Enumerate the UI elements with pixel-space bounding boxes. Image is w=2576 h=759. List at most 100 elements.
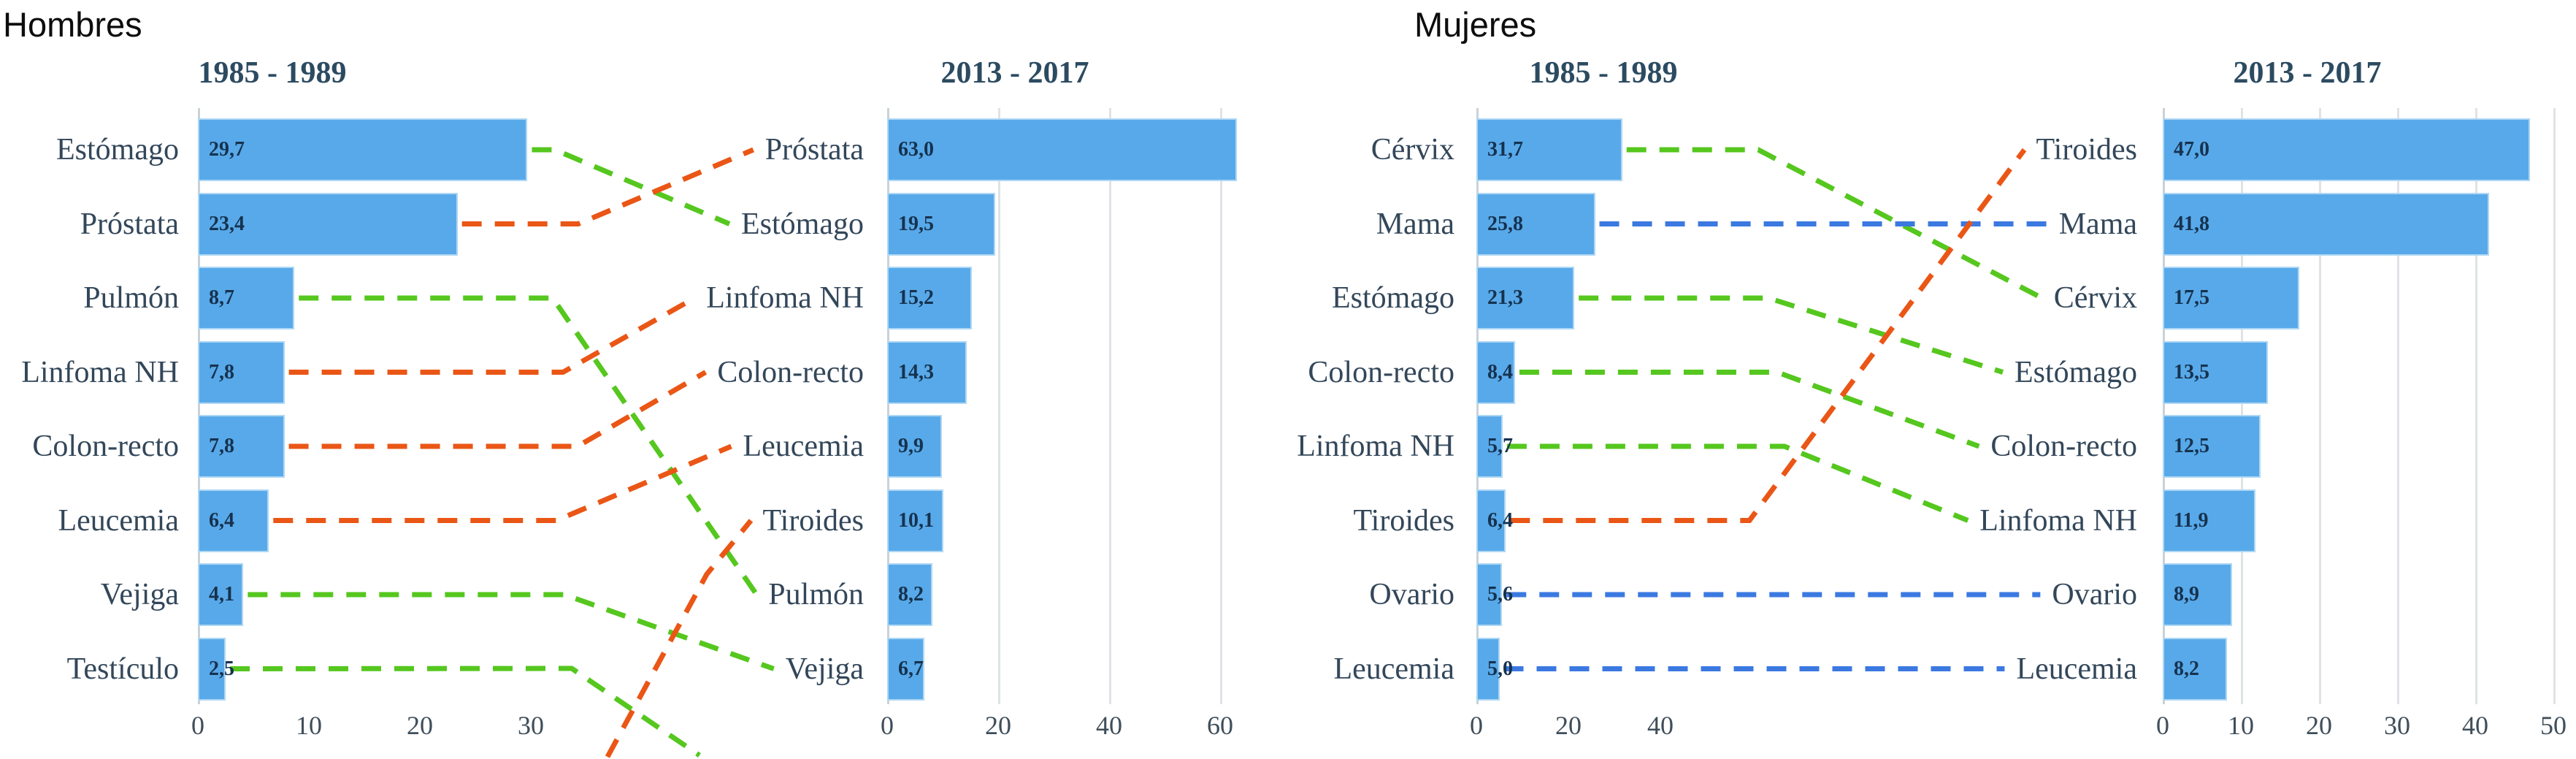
gridline-x40 bbox=[2475, 108, 2477, 704]
gridline-x40 bbox=[1109, 108, 1111, 704]
category-label: Linfoma NH bbox=[21, 355, 179, 389]
connector-Estómago-Estómago bbox=[532, 147, 731, 226]
bar-hombres-2013-8 bbox=[887, 637, 924, 701]
category-label: Ovario bbox=[2052, 578, 2137, 611]
y-axis-line bbox=[1476, 108, 1479, 704]
panel-title-hombres: Hombres bbox=[3, 5, 142, 44]
bar-value-label: 9,9 bbox=[898, 435, 924, 457]
gridline-x20 bbox=[998, 108, 1000, 704]
x-tick-label: 0 bbox=[881, 711, 894, 740]
x-tick-label: 20 bbox=[985, 711, 1011, 740]
category-label: Leucemia bbox=[58, 503, 179, 538]
connector-Leucemia-Leucemia bbox=[273, 443, 732, 523]
bar-value-label: 17,5 bbox=[2174, 286, 2209, 309]
category-label: Próstata bbox=[764, 133, 864, 167]
y-axis-line bbox=[2163, 108, 2165, 704]
chart-title-mujeres-2013: 2013 - 2017 bbox=[2233, 56, 2382, 90]
bar-value-label: 8,9 bbox=[2174, 583, 2199, 606]
bar-value-label: 5,7 bbox=[1487, 435, 1513, 457]
bar-hombres-2013-2 bbox=[887, 192, 995, 256]
category-label: Pulmón bbox=[768, 578, 864, 611]
bar-mujeres-2013-7 bbox=[2163, 563, 2232, 626]
bar-hombres-1985-5 bbox=[198, 415, 285, 478]
bar-hombres-1985-8 bbox=[198, 637, 226, 701]
category-label: Colon-recto bbox=[1308, 355, 1454, 389]
bar-value-label: 31,7 bbox=[1487, 138, 1523, 161]
bar-hombres-2013-3 bbox=[887, 267, 972, 329]
bar-value-label: 13,5 bbox=[2174, 360, 2209, 384]
bar-hombres-1985-3 bbox=[198, 267, 294, 329]
category-label: Mama bbox=[2058, 207, 2137, 241]
bar-value-label: 8,2 bbox=[2174, 657, 2199, 680]
x-tick-label: 40 bbox=[1647, 711, 1674, 740]
x-tick-label: 0 bbox=[2156, 711, 2169, 740]
bar-mujeres-1985-5 bbox=[1476, 415, 1503, 478]
category-label: Vejiga bbox=[100, 578, 179, 611]
connector-Colon-recto-Colon-recto bbox=[1519, 370, 1980, 449]
chart-title-hombres-1985: 1985 - 1989 bbox=[198, 56, 347, 90]
category-label: Mama bbox=[1376, 207, 1454, 241]
bar-mujeres-2013-4 bbox=[2163, 340, 2268, 404]
bar-hombres-1985-1 bbox=[198, 118, 527, 181]
y-axis-line bbox=[887, 108, 889, 704]
bar-value-label: 25,8 bbox=[1487, 212, 1523, 235]
x-tick-label: 40 bbox=[1096, 711, 1122, 740]
category-label: Cérvix bbox=[1371, 133, 1454, 167]
category-label: Pulmón bbox=[83, 281, 179, 315]
bar-hombres-2013-7 bbox=[887, 563, 932, 626]
x-tick-label: 50 bbox=[2540, 711, 2567, 740]
bar-hombres-2013-6 bbox=[887, 489, 943, 552]
category-label: Colon-recto bbox=[32, 430, 179, 463]
bar-hombres-1985-6 bbox=[198, 489, 269, 552]
gridline-x20 bbox=[2319, 108, 2321, 704]
bar-value-label: 6,4 bbox=[1487, 508, 1513, 532]
chart-title-hombres-2013: 2013 - 2017 bbox=[940, 56, 1089, 90]
category-label: Linfoma NH bbox=[706, 281, 864, 315]
bar-mujeres-1985-1 bbox=[1476, 118, 1622, 181]
bar-mujeres-2013-5 bbox=[2163, 415, 2261, 478]
bar-hombres-2013-5 bbox=[887, 415, 942, 478]
category-label: Linfoma NH bbox=[1979, 503, 2137, 538]
x-tick-label: 60 bbox=[1207, 711, 1233, 740]
bar-value-label: 4,1 bbox=[209, 583, 234, 606]
category-label: Colon-recto bbox=[717, 355, 864, 389]
x-tick-label: 20 bbox=[1555, 711, 1582, 740]
gridline-x60 bbox=[1220, 108, 1222, 704]
category-label: Estómago bbox=[741, 207, 864, 241]
bar-value-label: 5,6 bbox=[1487, 583, 1513, 606]
bar-mujeres-2013-3 bbox=[2163, 267, 2299, 329]
x-tick-label: 20 bbox=[407, 711, 433, 740]
bar-value-label: 7,8 bbox=[209, 435, 234, 457]
x-tick-label: 0 bbox=[191, 711, 204, 740]
x-tick-label: 30 bbox=[518, 711, 544, 740]
bar-value-label: 63,0 bbox=[898, 138, 934, 161]
connector-Linfoma NH-Linfoma NH bbox=[288, 295, 696, 375]
connector-new-Tiroides bbox=[605, 519, 754, 758]
category-label: Tiroides bbox=[762, 503, 865, 538]
x-tick-label: 20 bbox=[2306, 711, 2332, 740]
bar-value-label: 8,7 bbox=[209, 286, 234, 309]
bar-mujeres-1985-2 bbox=[1476, 192, 1595, 256]
bar-value-label: 5,0 bbox=[1487, 657, 1513, 680]
category-label: Ovario bbox=[1369, 578, 1454, 611]
connector-Colon-recto-Colon-recto bbox=[288, 370, 708, 449]
bar-value-label: 10,1 bbox=[898, 508, 934, 532]
x-tick-label: 40 bbox=[2462, 711, 2488, 740]
bar-mujeres-2013-6 bbox=[2163, 489, 2255, 552]
category-label: Testículo bbox=[66, 652, 179, 686]
bar-value-label: 14,3 bbox=[898, 360, 934, 384]
category-label: Colon-recto bbox=[1990, 430, 2137, 463]
bar-mujeres-1985-3 bbox=[1476, 267, 1574, 329]
connector-Cérvix-Cérvix bbox=[1626, 147, 2044, 301]
bar-value-label: 12,5 bbox=[2174, 435, 2209, 457]
bar-mujeres-2013-8 bbox=[2163, 637, 2227, 701]
bar-mujeres-2013-1 bbox=[2163, 118, 2530, 181]
category-label: Leucemia bbox=[1333, 652, 1454, 686]
bar-value-label: 41,8 bbox=[2174, 212, 2209, 235]
bar-value-label: 8,2 bbox=[898, 583, 924, 606]
bar-hombres-1985-7 bbox=[198, 563, 243, 626]
bar-mujeres-1985-8 bbox=[1476, 637, 1500, 701]
bar-value-label: 19,5 bbox=[898, 212, 934, 235]
x-tick-label: 10 bbox=[296, 711, 322, 740]
